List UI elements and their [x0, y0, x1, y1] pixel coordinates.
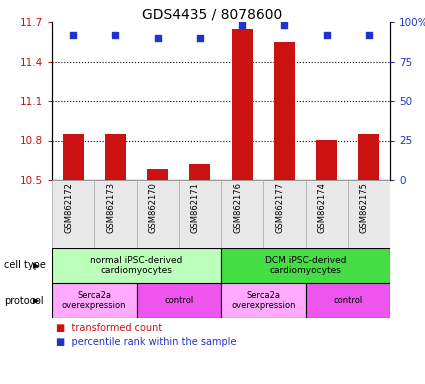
- Bar: [306, 180, 348, 248]
- Bar: [358, 134, 380, 180]
- Bar: [189, 164, 210, 180]
- Bar: [179, 180, 221, 248]
- Bar: [221, 248, 390, 283]
- Bar: [147, 169, 168, 180]
- Point: [154, 35, 161, 41]
- Bar: [94, 180, 136, 248]
- Bar: [232, 28, 253, 180]
- Text: ■  transformed count: ■ transformed count: [56, 323, 162, 333]
- Bar: [263, 180, 306, 248]
- Bar: [136, 180, 179, 248]
- Point: [366, 31, 372, 38]
- Text: control: control: [333, 296, 363, 305]
- Text: control: control: [164, 296, 193, 305]
- Text: cell type: cell type: [4, 260, 46, 270]
- Point: [281, 22, 288, 28]
- Point: [239, 22, 246, 28]
- Bar: [52, 180, 94, 248]
- Point: [112, 31, 119, 38]
- Bar: [105, 134, 126, 180]
- Text: DCM iPSC-derived
cardiomyocytes: DCM iPSC-derived cardiomyocytes: [265, 256, 346, 275]
- Text: Serca2a
overexpression: Serca2a overexpression: [231, 291, 295, 310]
- Text: GSM862175: GSM862175: [360, 182, 369, 233]
- Text: ▶: ▶: [33, 296, 40, 305]
- Text: normal iPSC-derived
cardiomyocytes: normal iPSC-derived cardiomyocytes: [90, 256, 183, 275]
- Bar: [221, 180, 263, 248]
- Bar: [221, 283, 306, 318]
- Text: GSM862171: GSM862171: [191, 182, 200, 233]
- Text: protocol: protocol: [4, 296, 44, 306]
- Text: GSM862173: GSM862173: [106, 182, 115, 233]
- Text: GSM862172: GSM862172: [64, 182, 73, 233]
- Bar: [306, 283, 390, 318]
- Text: ▶: ▶: [33, 261, 40, 270]
- Point: [196, 35, 203, 41]
- Text: ■  percentile rank within the sample: ■ percentile rank within the sample: [56, 337, 237, 347]
- Bar: [62, 134, 84, 180]
- Bar: [136, 283, 221, 318]
- Bar: [348, 180, 390, 248]
- Text: GSM862176: GSM862176: [233, 182, 242, 233]
- Text: GDS4435 / 8078600: GDS4435 / 8078600: [142, 7, 283, 21]
- Text: GSM862177: GSM862177: [275, 182, 284, 233]
- Point: [70, 31, 76, 38]
- Bar: [52, 283, 136, 318]
- Text: GSM862174: GSM862174: [317, 182, 327, 233]
- Bar: [316, 141, 337, 180]
- Point: [323, 31, 330, 38]
- Bar: [274, 42, 295, 180]
- Text: GSM862170: GSM862170: [149, 182, 158, 233]
- Bar: [52, 248, 221, 283]
- Text: Serca2a
overexpression: Serca2a overexpression: [62, 291, 127, 310]
